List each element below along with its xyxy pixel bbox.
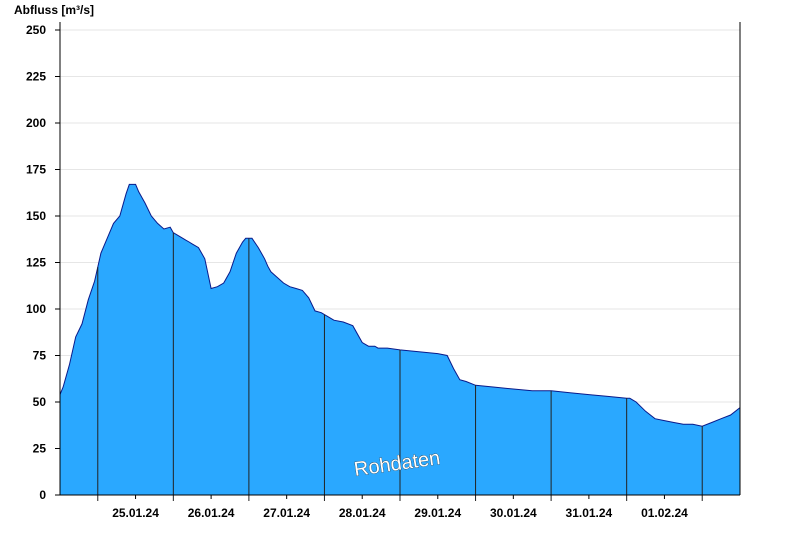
y-tick-label: 175	[26, 163, 46, 177]
y-tick-label: 150	[26, 209, 46, 223]
y-tick-label: 200	[26, 116, 46, 130]
y-tick-label: 25	[33, 442, 47, 456]
x-tick-label: 01.02.24	[641, 506, 688, 520]
y-tick-label: 100	[26, 302, 46, 316]
series-line	[59, 183, 741, 427]
y-tick-label: 0	[39, 488, 46, 502]
x-tick-label: 31.01.24	[566, 506, 613, 520]
y-tick-label: 250	[26, 23, 46, 37]
y-tick-label: 225	[26, 70, 46, 84]
series-area-fill	[60, 184, 740, 495]
x-tick-label: 29.01.24	[414, 506, 461, 520]
axes: 0 25 50 75 100 125 150 175 200 225 250 25.01.24 26.0…	[26, 22, 741, 520]
y-tick-label: 125	[26, 256, 46, 270]
x-tick-label: 26.01.24	[188, 506, 235, 520]
y-tick-label: 50	[33, 395, 47, 409]
x-tick-label: 30.01.24	[490, 506, 537, 520]
y-tick-label: 75	[33, 349, 47, 363]
x-tick-label: 28.01.24	[339, 506, 386, 520]
day-separators	[97, 232, 703, 501]
y-axis-title: Abfluss [m³/s]	[14, 3, 94, 17]
x-tick-label: 25.01.24	[112, 506, 159, 520]
x-tick-label: 27.01.24	[263, 506, 310, 520]
series-area	[59, 183, 741, 495]
